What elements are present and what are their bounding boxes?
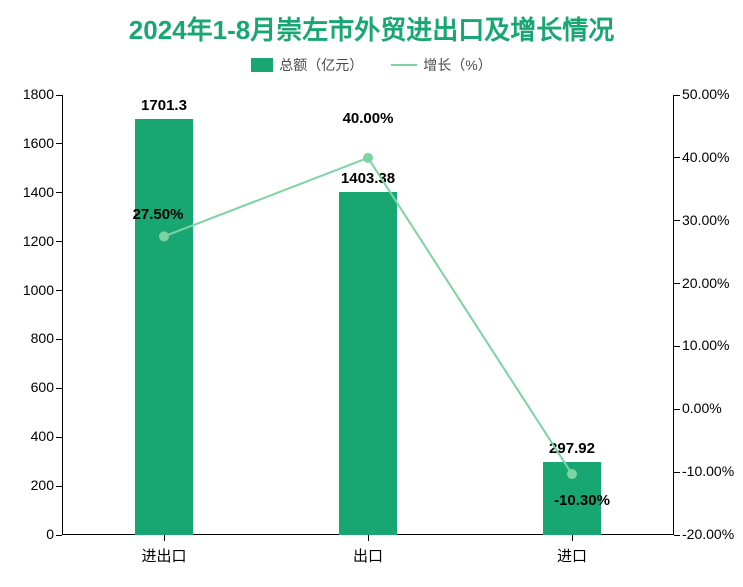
chart-plot-area: 020040060080010001200140016001800-20.00%… xyxy=(62,95,674,535)
y-left-label: 1800 xyxy=(12,86,62,102)
line-layer xyxy=(62,95,674,535)
legend-item-bar: 总额（亿元） xyxy=(251,55,363,75)
x-tick xyxy=(572,535,573,541)
legend: 总额（亿元） 增长（%） xyxy=(0,55,743,75)
x-tick xyxy=(368,535,369,541)
line-marker xyxy=(363,153,373,163)
x-category-label: 进口 xyxy=(557,545,587,566)
y-left-label: 1200 xyxy=(12,233,62,249)
y-left-label: 1600 xyxy=(12,135,62,151)
legend-swatch-bar xyxy=(251,58,273,72)
legend-label-line: 增长（%） xyxy=(423,55,491,75)
line-value-label: 27.50% xyxy=(133,206,184,223)
y-left-label: 0 xyxy=(12,526,62,542)
y-left-label: 1400 xyxy=(12,184,62,200)
y-left-label: 600 xyxy=(12,379,62,395)
y-right-label: 10.00% xyxy=(674,337,734,353)
y-right-label: 0.00% xyxy=(674,400,734,416)
x-category-label: 出口 xyxy=(353,545,383,566)
x-tick xyxy=(164,535,165,541)
y-left-label: 800 xyxy=(12,330,62,346)
y-right-label: 30.00% xyxy=(674,212,734,228)
line-value-label: 40.00% xyxy=(343,110,394,127)
legend-label-bar: 总额（亿元） xyxy=(279,55,363,75)
y-left-label: 200 xyxy=(12,477,62,493)
line-value-label: -10.30% xyxy=(554,492,610,509)
x-category-label: 进出口 xyxy=(141,545,186,566)
legend-item-line: 增长（%） xyxy=(391,55,491,75)
y-right-label: 50.00% xyxy=(674,86,734,102)
line-marker xyxy=(159,231,169,241)
legend-swatch-line xyxy=(391,64,417,66)
y-left-label: 1000 xyxy=(12,282,62,298)
line-marker xyxy=(567,469,577,479)
y-right-label: 40.00% xyxy=(674,149,734,165)
chart-title: 2024年1-8月崇左市外贸进出口及增长情况 xyxy=(0,0,743,47)
y-left-label: 400 xyxy=(12,428,62,444)
y-right-label: 20.00% xyxy=(674,275,734,291)
y-right-label: -10.00% xyxy=(674,463,734,479)
growth-line xyxy=(164,158,572,474)
y-right-label: -20.00% xyxy=(674,526,734,542)
